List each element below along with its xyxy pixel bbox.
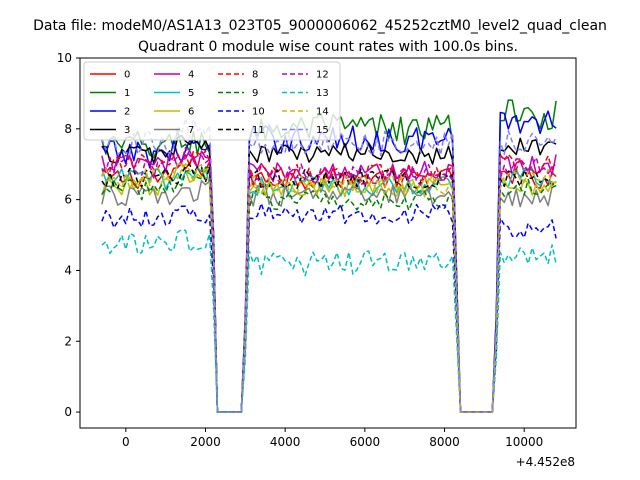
y-tick-label: 8 [64, 122, 72, 136]
x-tick-label: 8000 [429, 435, 460, 449]
series-line-0 [101, 155, 557, 413]
y-tick-label: 10 [57, 51, 72, 65]
chart-title: Quadrant 0 module wise count rates with … [138, 39, 518, 55]
legend-label-3: 3 [124, 125, 130, 136]
series-line-15 [101, 117, 557, 413]
x-offset-label: +4.452e8 [516, 455, 575, 469]
y-axis: 0 2 4 6 8 10 [57, 51, 80, 419]
y-tick-label: 0 [64, 405, 72, 419]
series-line-11 [101, 163, 557, 413]
y-tick-label: 2 [64, 334, 72, 348]
series-line-13 [101, 228, 557, 413]
series-line-6 [101, 163, 557, 413]
legend-label-11: 11 [252, 125, 265, 136]
legend-label-15: 15 [316, 125, 329, 136]
legend-label-0: 0 [124, 70, 130, 81]
legend-label-6: 6 [188, 107, 194, 118]
series-layer [101, 99, 557, 413]
legend-label-2: 2 [124, 107, 130, 118]
legend-label-5: 5 [188, 88, 194, 99]
legend-label-13: 13 [316, 88, 329, 99]
legend-label-14: 14 [316, 107, 329, 118]
y-tick-label: 6 [64, 193, 72, 207]
series-line-10 [101, 202, 557, 413]
x-tick-label: 4000 [270, 435, 301, 449]
legend-label-10: 10 [252, 107, 265, 118]
legend-label-4: 4 [188, 70, 194, 81]
x-tick-label: 0 [122, 435, 130, 449]
x-tick-label: 6000 [350, 435, 381, 449]
plot-frame [79, 57, 577, 429]
legend-box [83, 61, 341, 141]
legend-label-1: 1 [124, 88, 130, 99]
legend-label-7: 7 [188, 125, 194, 136]
series-line-2 [101, 110, 557, 413]
series-line-7 [101, 179, 557, 413]
legend-label-12: 12 [316, 70, 329, 81]
x-tick-label: 10000 [505, 435, 543, 449]
legend-label-9: 9 [252, 88, 258, 99]
x-axis: 0 2000 4000 6000 8000 10000 [122, 428, 543, 449]
legend-label-8: 8 [252, 70, 258, 81]
series-line-14 [101, 163, 557, 413]
chart-suptitle: Data file: modeM0/AS1A13_023T05_90000060… [33, 18, 607, 34]
x-tick-label: 2000 [190, 435, 221, 449]
y-tick-label: 4 [64, 263, 72, 277]
